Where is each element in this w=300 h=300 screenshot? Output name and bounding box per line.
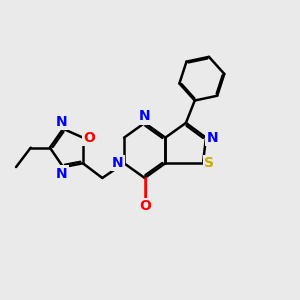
Text: N: N bbox=[56, 115, 68, 129]
Text: N: N bbox=[207, 130, 218, 145]
Text: N: N bbox=[56, 167, 68, 181]
Text: N: N bbox=[139, 110, 151, 123]
Text: S: S bbox=[205, 156, 214, 170]
Text: O: O bbox=[83, 130, 95, 145]
Text: O: O bbox=[139, 199, 151, 213]
Text: N: N bbox=[112, 156, 123, 170]
